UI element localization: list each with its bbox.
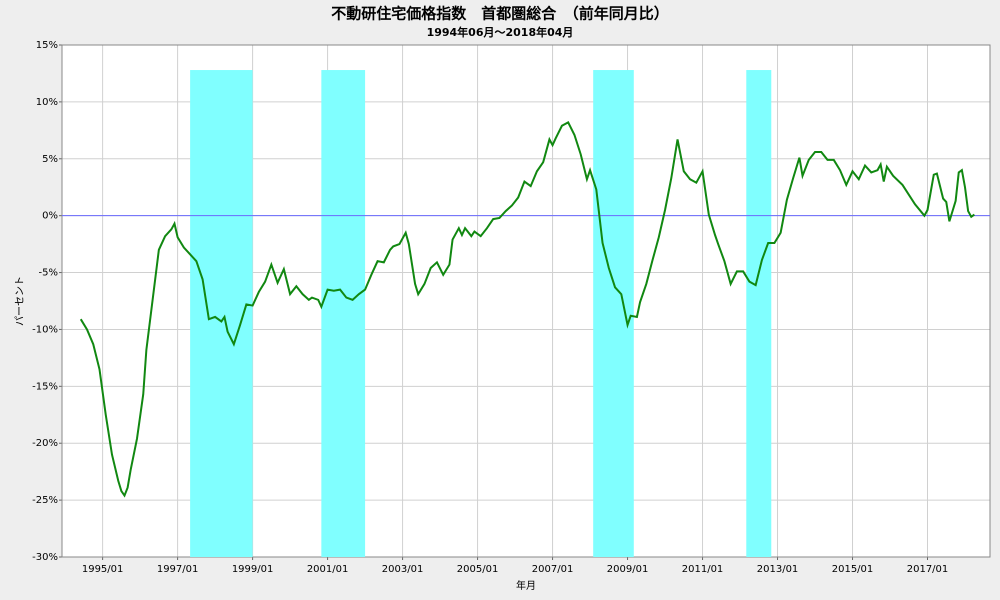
- x-tick-label: 1999/01: [232, 564, 274, 575]
- y-tick-label: 10%: [36, 97, 58, 108]
- x-axis-label: 年月: [516, 579, 536, 592]
- y-axis-label: パーセント: [14, 276, 26, 326]
- x-tick-label: 1995/01: [82, 564, 124, 575]
- highlight-band: [593, 70, 634, 557]
- x-tick-label: 2013/01: [757, 564, 799, 575]
- y-tick-label: -15%: [32, 381, 58, 392]
- y-tick-label: 0%: [42, 211, 58, 222]
- x-tick-label: 2001/01: [307, 564, 349, 575]
- y-tick-label: -20%: [32, 438, 58, 449]
- plot-border: [61, 44, 991, 558]
- x-tick-label: 2009/01: [607, 564, 649, 575]
- y-tick-label: 15%: [36, 40, 58, 51]
- chart-title: 不動研住宅価格指数 首都圏総合 （前年同月比）: [331, 5, 669, 23]
- bands: [190, 70, 772, 557]
- y-tick-label: 5%: [42, 154, 58, 165]
- plot: [62, 120, 990, 498]
- highlight-band: [321, 70, 366, 557]
- y-tick-label: -30%: [32, 552, 58, 563]
- y-tick-label: -5%: [39, 268, 58, 279]
- chart-subtitle: 1994年06月～2018年04月: [427, 25, 574, 39]
- highlight-band: [190, 70, 253, 557]
- highlight-band: [746, 70, 772, 557]
- y-tick-label: -10%: [32, 324, 58, 335]
- x-tick-label: 2015/01: [832, 564, 874, 575]
- x-tick-label: 2007/01: [532, 564, 574, 575]
- x-tick-label: 1997/01: [157, 564, 199, 575]
- x-tick-label: 2011/01: [682, 564, 724, 575]
- x-tick-label: 2017/01: [907, 564, 949, 575]
- data-line: [79, 120, 975, 498]
- x-tick-label: 2005/01: [457, 564, 499, 575]
- x-tick-label: 2003/01: [382, 564, 424, 575]
- y-tick-label: -25%: [32, 495, 58, 506]
